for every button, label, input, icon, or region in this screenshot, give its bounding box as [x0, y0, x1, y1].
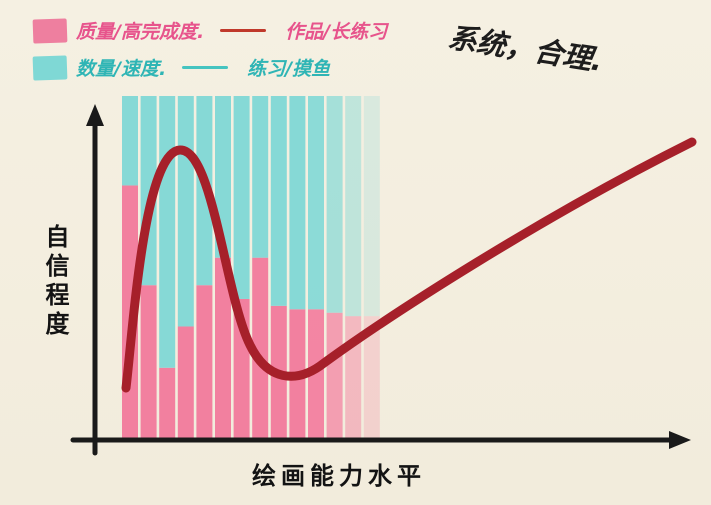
y-axis-arrowhead — [86, 104, 104, 126]
bar-segment — [140, 285, 157, 440]
bar-segment — [122, 96, 138, 186]
bar-segment — [252, 257, 269, 440]
bars-group — [122, 96, 380, 440]
bar-segment — [326, 96, 343, 313]
quality-line-label: 作品/长练习 — [285, 21, 388, 43]
confidence-curve — [121, 137, 697, 393]
axes — [70, 104, 691, 456]
bar-segment — [289, 96, 306, 310]
x-axis-arrowhead — [669, 431, 691, 449]
quantity-line-sample — [182, 66, 229, 69]
bar-segment — [308, 96, 324, 310]
bar-segment — [270, 96, 287, 306]
bar-segment — [177, 326, 194, 440]
y-axis-label: 自信程度 — [41, 224, 69, 340]
legend-row-quality: 质量/高完成度. 作品/长练习 — [32, 12, 388, 49]
bar-segment — [308, 309, 324, 440]
bar-segment — [233, 96, 250, 299]
bar-segment — [345, 96, 362, 317]
legend: 质量/高完成度. 作品/长练习 数量/速度. 练习/摸鱼 — [32, 12, 388, 86]
quantity-label: 数量/速度. — [76, 58, 167, 80]
quantity-line-label: 练习/摸鱼 — [247, 58, 331, 80]
bar-segment — [159, 96, 176, 368]
legend-row-quantity: 数量/速度. 练习/摸鱼 — [32, 49, 387, 86]
quality-line-sample — [220, 29, 267, 32]
x-axis-label: 绘画能力水平 — [252, 462, 426, 490]
bar-segment — [159, 367, 176, 440]
quality-label: 质量/高完成度. — [76, 21, 205, 43]
bar-segment — [196, 285, 213, 440]
bar-segment — [177, 96, 194, 327]
bar-segment — [326, 312, 343, 440]
bar-segment — [215, 257, 231, 440]
bar-segment — [363, 316, 380, 440]
bar-segment — [252, 96, 269, 258]
bar-segment — [363, 96, 380, 317]
